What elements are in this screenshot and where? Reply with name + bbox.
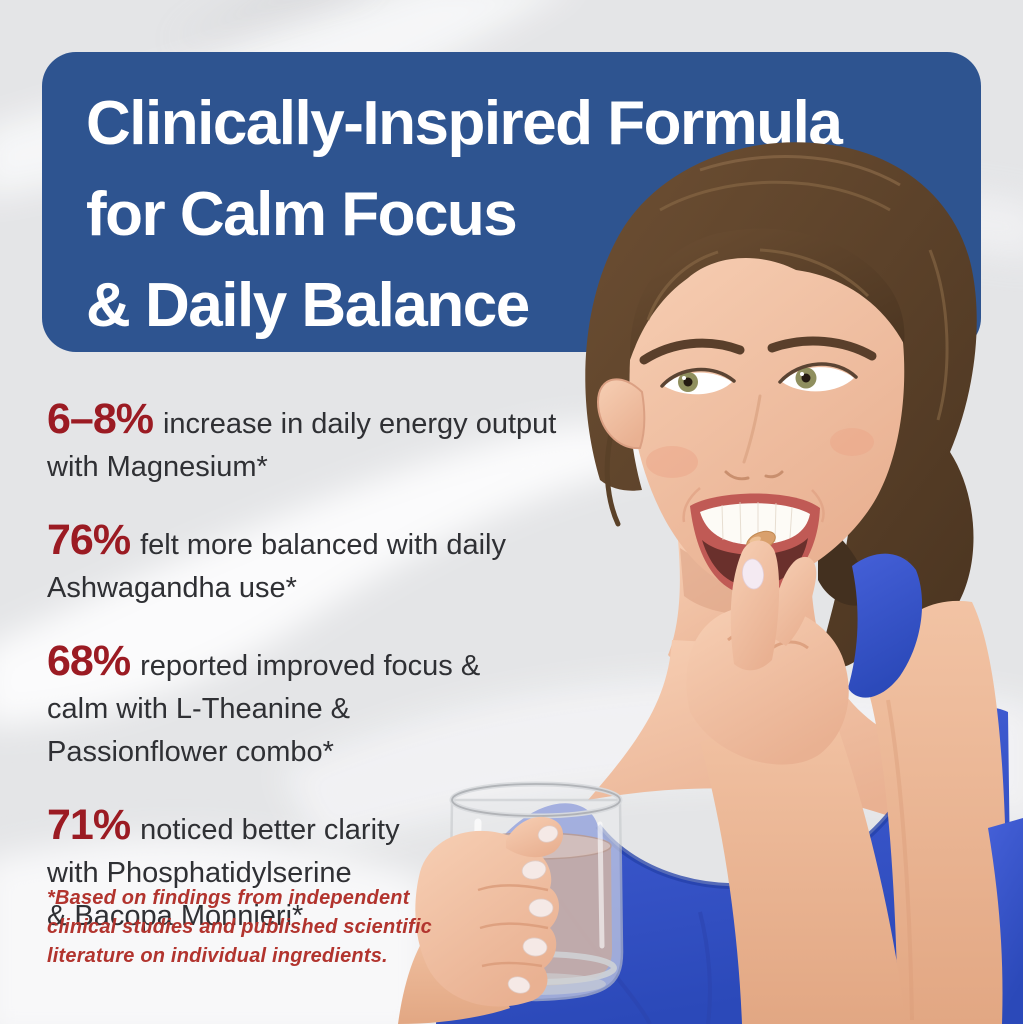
stat-line: noticed better clarity [140,814,400,846]
eye-left [660,367,736,395]
tank-side [988,818,1023,1024]
stat-magnesium: 6–8% increase in daily energy output with… [47,398,627,491]
tank-strap [848,553,923,698]
stat-value: 68% [47,637,131,685]
eye-right [778,362,858,392]
nose [742,394,762,464]
stat-theanine-passionflower: 68% reported improved focus & calm with L… [47,640,627,776]
headline-line-2: for Calm Focus [86,180,518,249]
stat-value: 6–8% [47,395,154,443]
teeth [700,503,810,545]
stat-line: Passionflower combo* [47,736,334,768]
stat-line: & Bacopa Monnieri* [47,900,304,932]
stat-ashwagandha: 76% felt more balanced with daily Ashwaga… [47,519,627,612]
hand-holding-glass [398,816,563,1024]
footnote-line: clinical studies and published scientifi… [47,916,432,938]
eyebrow-right [767,336,877,361]
stat-value: 71% [47,801,131,849]
footnote-line: *Based on findings from independent [47,887,410,909]
upper-arm [868,600,1007,1024]
stat-phosphatidylserine-bacopa: 71% noticed better clarity with Phosphati… [47,804,627,940]
stat-line: with Magnesium* [47,451,268,483]
stat-line: Ashwagandha use* [47,572,297,604]
headline-line-1: Clinically-Inspired Formula [86,89,843,158]
stat-value: 76% [47,516,131,564]
hand-with-pill [686,530,849,765]
stat-line: with Phosphatidylserine [47,857,352,889]
forearm [700,700,906,1024]
eyebrow-left [639,338,745,365]
stat-line: increase in daily energy output [162,408,557,440]
footnote: *Based on findings from independent clin… [47,884,432,971]
stat-line: reported improved focus & [140,650,481,682]
stat-line: felt more balanced with daily [140,529,506,561]
headline-line-3: & Daily Balance [86,271,530,340]
stats-list: 6–8% increase in daily energy output with… [47,398,627,970]
fingernail [742,558,764,590]
footnote-line: literature on individual ingredients. [47,945,388,967]
stat-line: calm with L-Theanine & [47,693,351,725]
ear [596,378,646,450]
